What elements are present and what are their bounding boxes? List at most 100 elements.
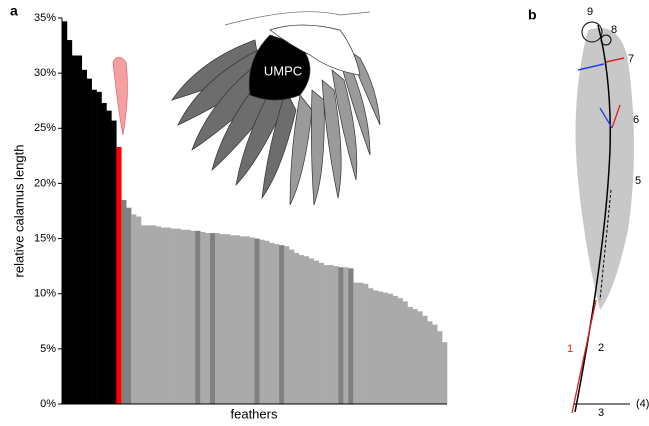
- panel-label: b: [528, 7, 537, 23]
- bar: [67, 40, 72, 404]
- bar: [408, 307, 413, 404]
- bar: [348, 268, 353, 404]
- bar: [176, 229, 181, 404]
- y-tick-label: 25%: [34, 122, 56, 134]
- bar: [185, 230, 190, 404]
- bar: [62, 21, 67, 404]
- bar: [388, 294, 393, 404]
- bar: [230, 235, 235, 404]
- bar: [72, 55, 77, 404]
- y-tick-label: 5%: [40, 343, 56, 355]
- bar: [87, 79, 92, 404]
- y-tick-label: 30%: [34, 67, 56, 79]
- wing-illustration: [172, 12, 380, 205]
- bar: [363, 284, 368, 404]
- bar: [136, 217, 141, 404]
- bar: [398, 298, 403, 404]
- bar: [250, 237, 255, 404]
- bar: [180, 230, 185, 404]
- bar: [338, 267, 343, 404]
- bar: [200, 232, 205, 404]
- bar: [225, 234, 230, 404]
- bar: [378, 292, 383, 404]
- feather-label: (4): [636, 398, 649, 410]
- bar: [161, 228, 166, 404]
- bar: [121, 200, 126, 404]
- bar: [383, 293, 388, 404]
- feather-label: 1: [567, 343, 573, 355]
- bar: [111, 121, 116, 404]
- feather-label: 3: [598, 407, 604, 419]
- x-axis-label: feathers: [231, 406, 278, 421]
- y-axis-label: relative calamus length: [11, 145, 26, 278]
- bar: [77, 55, 82, 404]
- bar: [97, 92, 102, 404]
- bar: [195, 231, 200, 404]
- bar: [437, 331, 442, 404]
- bar: [294, 253, 299, 404]
- y-tick-label: 35%: [34, 12, 56, 24]
- bar: [166, 228, 171, 404]
- bar: [403, 301, 408, 404]
- bar: [151, 225, 156, 404]
- bar: [368, 288, 373, 404]
- bar: [417, 311, 422, 404]
- bar: [259, 240, 264, 404]
- y-tick-label: 0%: [40, 398, 56, 410]
- bar: [393, 296, 398, 404]
- bar: [432, 325, 437, 404]
- bar: [131, 214, 136, 404]
- bar: [141, 225, 146, 404]
- bar: [329, 265, 334, 404]
- bar: [240, 236, 245, 404]
- bar: [324, 265, 329, 404]
- bar: [126, 208, 131, 404]
- bar: [101, 103, 106, 404]
- feather-label: 9: [587, 6, 593, 18]
- feather-label: 7: [628, 53, 634, 65]
- figure: a b relative calamus length feathers UMP…: [0, 0, 649, 426]
- bar: [235, 235, 240, 404]
- bar: [146, 225, 151, 404]
- bar: [289, 250, 294, 404]
- bar: [279, 245, 284, 404]
- bar: [333, 266, 338, 404]
- bar: [353, 283, 358, 404]
- bar: [274, 244, 279, 404]
- y-tick-label: 20%: [34, 177, 56, 189]
- bar: [92, 90, 97, 404]
- bar: [82, 70, 87, 404]
- bar: [255, 239, 260, 404]
- bar: [304, 256, 309, 404]
- panel-label: a: [10, 3, 18, 19]
- feather-label: 6: [633, 114, 639, 126]
- bar: [156, 226, 161, 404]
- y-tick-label: 15%: [34, 232, 56, 244]
- bar: [171, 229, 176, 404]
- bar: [269, 243, 274, 404]
- bar: [412, 309, 417, 404]
- bar: [205, 233, 210, 404]
- bar: [422, 316, 427, 404]
- feather-label: 5: [635, 175, 641, 187]
- bar: [314, 261, 319, 404]
- feather-label: 2: [598, 342, 604, 354]
- bar: [442, 342, 447, 404]
- feather-illustration: [572, 22, 634, 413]
- bar: [116, 147, 121, 404]
- bar: [210, 233, 215, 404]
- bar: [343, 267, 348, 404]
- bar: [245, 236, 250, 404]
- feather-label: 8: [611, 24, 617, 36]
- bar: [220, 234, 225, 404]
- bar: [427, 321, 432, 404]
- bar: [319, 263, 324, 404]
- annotation: UMPC: [264, 63, 302, 78]
- bar: [215, 233, 220, 404]
- bar: [309, 258, 314, 404]
- bar: [358, 283, 363, 404]
- bar: [373, 290, 378, 404]
- bar: [284, 246, 289, 404]
- bar: [190, 231, 195, 404]
- bar: [106, 111, 111, 404]
